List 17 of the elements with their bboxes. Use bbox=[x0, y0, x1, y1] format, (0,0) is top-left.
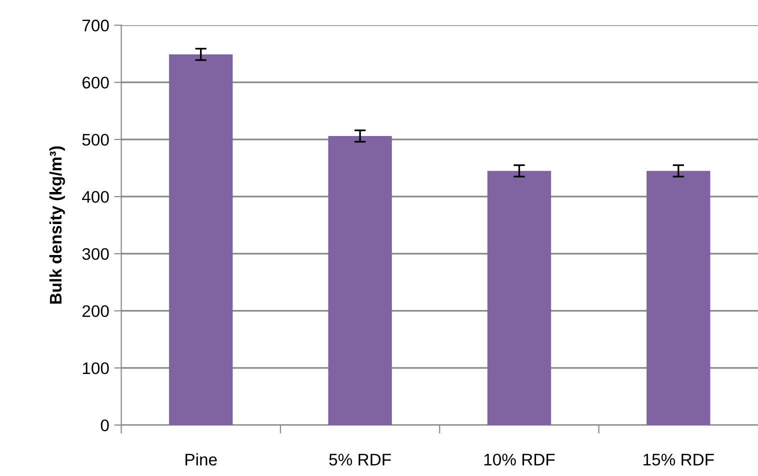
x-tick-label: 15% RDF bbox=[644, 454, 714, 466]
bar bbox=[646, 170, 710, 426]
x-tick-label: Pine bbox=[186, 453, 217, 466]
y-tick-label: 400 bbox=[82, 190, 109, 203]
y-tick-label: 700 bbox=[82, 20, 109, 32]
y-tick-label: 200 bbox=[82, 305, 109, 318]
y-tick-label: 0 bbox=[100, 419, 109, 432]
bar bbox=[169, 54, 233, 426]
y-axis-title: Bulk density (kg/m³) bbox=[49, 146, 66, 304]
y-tick-label: 100 bbox=[82, 362, 109, 374]
x-tick-label: 5% RDF bbox=[329, 454, 391, 466]
bar bbox=[328, 136, 392, 426]
y-tick-label: 500 bbox=[82, 134, 109, 146]
y-tick-label: 600 bbox=[82, 76, 109, 89]
bar bbox=[487, 170, 552, 426]
y-tick-label: 300 bbox=[82, 248, 109, 260]
x-tick-label: 10% RDF bbox=[484, 454, 555, 466]
